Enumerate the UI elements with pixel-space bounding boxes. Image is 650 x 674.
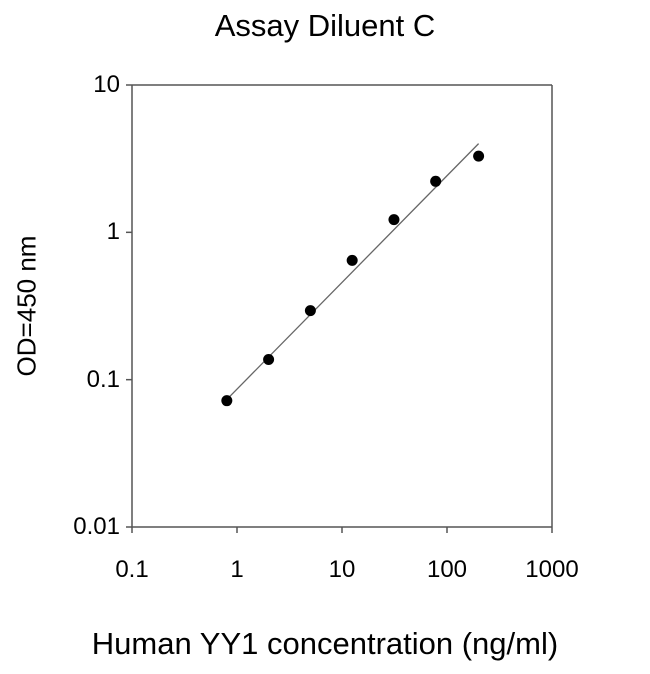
axes [131,84,553,528]
x-tick-label: 0.1 [115,556,149,583]
data-point [388,214,400,226]
data-points [221,150,485,407]
x-tick-label: 1 [230,556,244,583]
data-point [346,254,358,266]
data-point [263,354,275,366]
tick-marks [126,84,553,533]
data-point [430,175,442,187]
x-tick-label: 100 [426,556,468,583]
data-point [221,395,233,407]
y-tick-label: 10 [93,71,120,98]
y-tick-label: 1 [106,218,120,245]
x-axis-label: Human YY1 concentration (ng/ml) [91,626,559,661]
x-tick-label: 10 [328,556,356,583]
x-tick-label: 1000 [525,556,579,583]
data-point [304,305,316,317]
y-tick-label: 0.01 [73,513,120,540]
data-point [473,150,485,162]
chart-title: Assay Diluent C [214,8,436,43]
y-tick-label: 0.1 [86,366,120,393]
